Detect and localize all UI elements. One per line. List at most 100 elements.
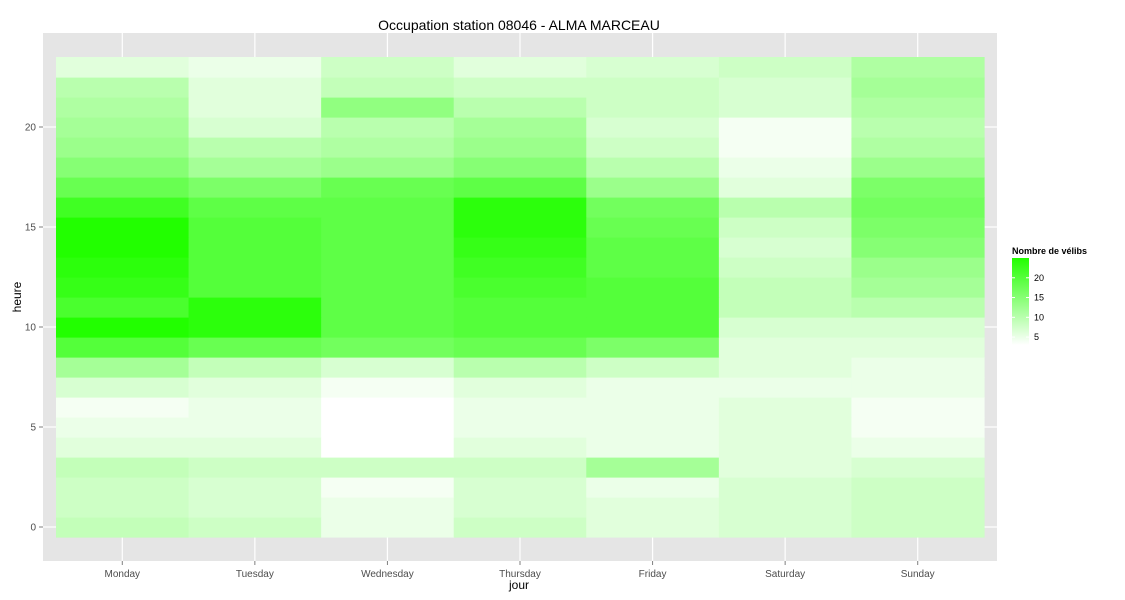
heatmap-cell [188, 517, 322, 538]
heatmap-cell [321, 157, 455, 178]
heatmap-cell [188, 397, 322, 418]
heatmap-cell [851, 137, 985, 158]
x-tick-label: Friday [639, 569, 667, 580]
heatmap-cell [321, 497, 455, 518]
heatmap-cell [718, 117, 853, 138]
heatmap-cell [718, 457, 853, 478]
heatmap-cell [718, 337, 853, 358]
heatmap-cell [851, 217, 985, 238]
legend-label: 15 [1034, 293, 1044, 303]
heatmap-cell [321, 57, 455, 78]
heatmap-cell [321, 337, 455, 358]
heatmap-cell [851, 457, 985, 478]
x-tick-label: Thursday [499, 569, 541, 580]
heatmap-cell [718, 417, 853, 438]
heatmap-cell [851, 397, 985, 418]
heatmap-cell [851, 377, 985, 398]
color-legend: Nombre de vélibs 5 10 15 20 [1012, 246, 1087, 345]
heatmap-cell [56, 297, 190, 318]
heatmap-cell [188, 157, 322, 178]
heatmap-cell [453, 297, 587, 318]
y-tick-label: 15 [25, 223, 37, 234]
heatmap-cell [586, 417, 720, 438]
y-tick-label: 5 [30, 423, 36, 434]
heatmap-cell [586, 77, 720, 98]
heatmap-cell [56, 377, 190, 398]
heatmap-cell [188, 437, 322, 458]
heatmap-cell [718, 297, 853, 318]
heatmap-cell [188, 297, 322, 318]
heatmap-cell [56, 317, 190, 338]
heatmap-cell [321, 477, 455, 498]
chart-title: Occupation station 08046 - ALMA MARCEAU [378, 17, 660, 33]
heatmap-cell [851, 177, 985, 198]
x-tick-label: Sunday [901, 569, 935, 580]
legend-title: Nombre de vélibs [1012, 246, 1087, 256]
heatmap-cell [718, 217, 853, 238]
heatmap-cell [188, 197, 322, 218]
heatmap-cell [718, 257, 853, 278]
heatmap-cell [586, 237, 720, 258]
heatmap-cell [321, 377, 455, 398]
legend-colorbar [1012, 258, 1029, 345]
heatmap-cell [56, 457, 190, 478]
heatmap-cell [321, 237, 455, 258]
heatmap-cell [851, 117, 985, 138]
heatmap-cell [851, 517, 985, 538]
heatmap-cell [851, 417, 985, 438]
heatmap-cell [453, 257, 587, 278]
y-tick-label: 0 [30, 523, 36, 534]
heatmap-cell [56, 437, 190, 458]
heatmap-cell [718, 517, 853, 538]
heatmap-cell [188, 457, 322, 478]
heatmap-cell [718, 317, 853, 338]
heatmap-cell [56, 237, 190, 258]
heatmap-cell [321, 217, 455, 238]
heatmap-cell [718, 157, 853, 178]
heatmap-cell [718, 177, 853, 198]
heatmap-cell [718, 277, 853, 298]
heatmap-cell [586, 97, 720, 118]
heatmap-cell [188, 137, 322, 158]
heatmap-cell [188, 357, 322, 378]
heatmap-cell [718, 197, 853, 218]
legend-label: 5 [1034, 332, 1039, 342]
heatmap-cell [453, 217, 587, 238]
heatmap-cell [851, 97, 985, 118]
heatmap-cell [586, 437, 720, 458]
x-axis-title: jour [508, 578, 529, 592]
heatmap-cell [188, 377, 322, 398]
heatmap-cell [453, 177, 587, 198]
heatmap-cell [453, 237, 587, 258]
heatmap-cell [453, 437, 587, 458]
heatmap-cell [188, 317, 322, 338]
heatmap-cell [453, 197, 587, 218]
heatmap-cell [321, 457, 455, 478]
heatmap-tiles [56, 57, 985, 538]
heatmap-cell [586, 297, 720, 318]
heatmap-cell [188, 337, 322, 358]
heatmap-cell [321, 257, 455, 278]
heatmap-cell [56, 97, 190, 118]
heatmap-cell [56, 357, 190, 378]
heatmap-cell [453, 117, 587, 138]
heatmap-cell [851, 277, 985, 298]
heatmap-cell [586, 57, 720, 78]
heatmap-cell [188, 417, 322, 438]
heatmap-cell [321, 437, 455, 458]
heatmap-cell [321, 77, 455, 98]
heatmap-cell [453, 317, 587, 338]
heatmap-cell [321, 197, 455, 218]
x-tick-label: Saturday [765, 569, 805, 580]
x-axis: Monday Tuesday Wednesday Thursday Friday Satu… [104, 561, 935, 580]
heatmap-cell [586, 137, 720, 158]
heatmap-cell [586, 477, 720, 498]
heatmap-cell [718, 77, 853, 98]
heatmap-cell [718, 477, 853, 498]
heatmap-cell [851, 77, 985, 98]
heatmap-cell [188, 257, 322, 278]
heatmap-cell [851, 197, 985, 218]
heatmap-cell [56, 497, 190, 518]
heatmap-cell [851, 317, 985, 338]
heatmap-cell [321, 117, 455, 138]
